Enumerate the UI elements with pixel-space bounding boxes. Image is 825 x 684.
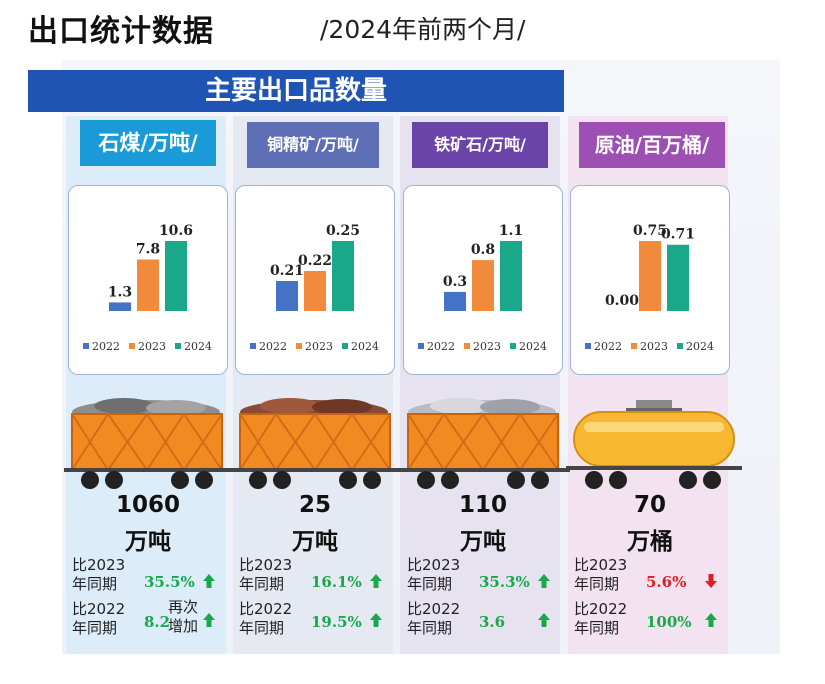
copper-amount: 25 (298, 492, 331, 518)
vs2023-label: 比2023 年同期 (239, 556, 293, 593)
bar-2024 (500, 241, 522, 311)
vs2022-label: 比2022 年同期 (574, 600, 628, 637)
legend-label-2022: 2022 (427, 340, 455, 353)
legend-swatch-2022 (250, 343, 256, 349)
chart-coal-svg: 1.3 7.8 10.6 2022 2023 2024 (83, 223, 212, 353)
bar-2022 (276, 281, 298, 311)
oil-amount: 70 (633, 492, 666, 518)
legend-label-2023: 2023 (138, 340, 166, 353)
chart-copper: 0.21 0.22 0.25 2022 2023 2024 (235, 185, 395, 375)
legend-label-2024: 2024 (686, 340, 714, 353)
column-title-coal: 石煤/万吨/ (80, 120, 216, 166)
bar-2023 (137, 259, 159, 311)
up-arrow-icon (203, 613, 215, 627)
legend-label-2024: 2024 (351, 340, 379, 353)
data-label-2022: 0.21 (270, 263, 304, 279)
bar-2024 (332, 241, 354, 311)
data-label-2024: 10.6 (159, 223, 193, 239)
legend-swatch-2023 (129, 343, 135, 349)
legend-label-2022: 2022 (92, 340, 120, 353)
data-label-2024: 1.1 (499, 223, 523, 239)
data-label-2022: 1.3 (108, 284, 132, 300)
data-label-2022: 0.3 (443, 274, 467, 290)
vs2023-label: 比2023 年同期 (72, 556, 126, 593)
coal-unit: 万吨 (125, 529, 171, 555)
vs2022-label: 比2022 年同期 (239, 600, 293, 637)
page-title: 出口统计数据 (28, 14, 214, 49)
iron-wagon-icon (400, 398, 570, 489)
vs2022-percent: 100% (646, 613, 692, 631)
legend-label-2023: 2023 (305, 340, 333, 353)
legend-swatch-2024 (677, 343, 683, 349)
vs2023-percent: 35.5% (144, 573, 195, 591)
oil-unit: 万桶 (627, 529, 673, 555)
up-arrow-icon (370, 574, 382, 588)
data-label-2023: 0.22 (298, 253, 332, 269)
bar-2023 (304, 271, 326, 311)
legend-swatch-2024 (342, 343, 348, 349)
iron-amount: 110 (458, 492, 507, 518)
page-subtitle: /2024年前两个月/ (320, 15, 526, 44)
legend-swatch-2022 (83, 343, 89, 349)
vs2023-percent: 35.3% (479, 573, 530, 591)
legend-swatch-2022 (418, 343, 424, 349)
data-label-2024: 0.25 (326, 223, 360, 239)
up-arrow-icon (538, 574, 550, 588)
bar-2022 (109, 302, 131, 311)
data-label-2023: 0.75 (633, 223, 667, 239)
column-title-oil: 原油/百万桶/ (579, 122, 725, 168)
vs2023-label: 比2023 年同期 (407, 556, 461, 593)
vs2023-percent: 5.6% (646, 573, 687, 591)
chart-copper-svg: 0.210.22 0.25 2022 2023 2024 (250, 223, 379, 353)
bar-2023 (639, 241, 661, 311)
legend-label-2023: 2023 (473, 340, 501, 353)
chart-oil-svg: 0.00 0.750.71 2022 2023 2024 (585, 223, 714, 353)
legend-label-2023: 2023 (640, 340, 668, 353)
oil-tanker-icon (566, 400, 742, 489)
bar-2024 (667, 244, 689, 311)
section-banner: 主要出口品数量 (28, 70, 564, 112)
vs2022-percent: 8.2 (144, 613, 171, 631)
data-label-2023: 7.8 (136, 241, 160, 257)
copper-wagon-icon (232, 398, 402, 489)
chart-oil: 0.00 0.75 0.71 2022 2023 2024 (570, 185, 730, 375)
vs2023-label: 比2023 年同期 (574, 556, 628, 593)
up-arrow-icon (370, 613, 382, 627)
coal-wagon-icon (64, 398, 234, 489)
data-label-2023: 0.8 (471, 242, 495, 258)
chart-iron: 0.3 0.8 1.1 2022 2023 2024 (403, 185, 563, 375)
column-title-iron: 铁矿石/万吨/ (412, 122, 548, 168)
legend-swatch-2024 (175, 343, 181, 349)
copper-unit: 万吨 (292, 529, 338, 555)
coal-amount: 1060 (115, 492, 180, 518)
chart-coal: 1.3 7.8 10.6 2022 2023 2024 (68, 185, 228, 375)
vs2022-percent: 3.6 (479, 613, 506, 631)
legend-swatch-2023 (296, 343, 302, 349)
legend-label-2022: 2022 (259, 340, 287, 353)
down-arrow-icon (705, 574, 717, 588)
legend-label-2022: 2022 (594, 340, 622, 353)
up-arrow-icon (705, 613, 717, 627)
bar-2023 (472, 260, 494, 311)
legend-label-2024: 2024 (184, 340, 212, 353)
legend-swatch-2022 (585, 343, 591, 349)
vs2023-percent: 16.1% (311, 573, 362, 591)
vs2022-percent: 19.5% (311, 613, 362, 631)
data-label-2024: 0.71 (661, 227, 695, 243)
legend-swatch-2023 (631, 343, 637, 349)
column-title-copper: 铜精矿/万吨/ (247, 122, 379, 168)
vs2022-label: 比2022 年同期 (72, 600, 126, 637)
data-label-2022: 0.00 (605, 293, 639, 309)
up-arrow-icon (203, 574, 215, 588)
up-arrow-icon (538, 613, 550, 627)
bar-2022 (444, 291, 466, 311)
vs2022-label: 比2022 年同期 (407, 600, 461, 637)
bar-2024 (165, 241, 187, 311)
iron-unit: 万吨 (460, 529, 506, 555)
vs2022-note: 再次 增加 (168, 598, 199, 635)
legend-label-2024: 2024 (519, 340, 547, 353)
chart-iron-svg: 0.30.81.1 2022 2023 2024 (418, 223, 547, 353)
legend-swatch-2023 (464, 343, 470, 349)
legend-swatch-2024 (510, 343, 516, 349)
